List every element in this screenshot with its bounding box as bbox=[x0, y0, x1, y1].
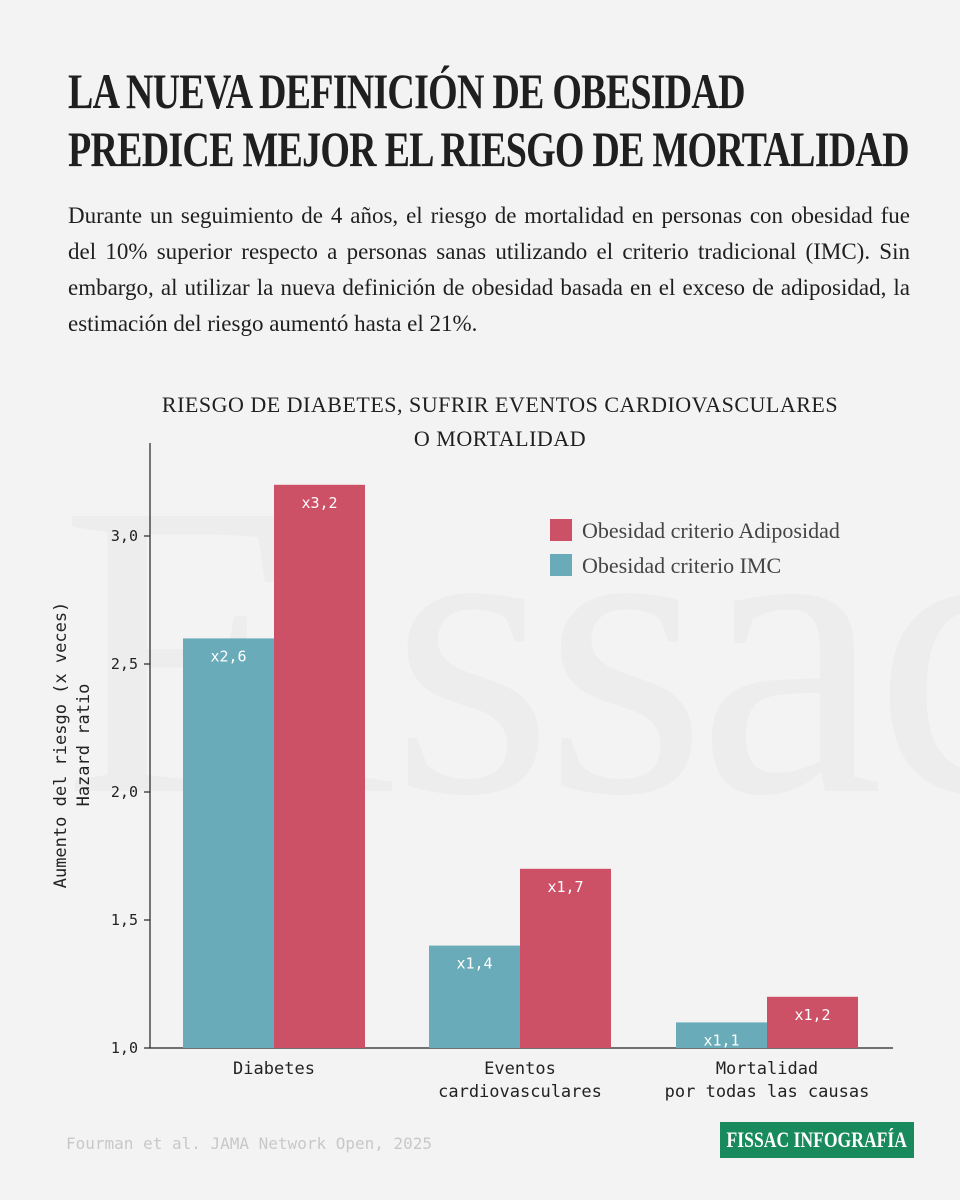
bar-data-label: x3,2 bbox=[301, 494, 337, 512]
bar-imc bbox=[429, 945, 520, 1048]
chart-title-line-2: O MORTALIDAD bbox=[413, 426, 587, 451]
lede-paragraph: Durante un seguimiento de 4 años, el rie… bbox=[68, 203, 910, 336]
legend-swatch bbox=[550, 519, 572, 541]
bar-data-label: x1,7 bbox=[547, 878, 583, 896]
y-axis-label-line: Aumento del riesgo (x veces) bbox=[51, 602, 71, 889]
brand-badge: FISSAC INFOGRAFÍA bbox=[720, 1122, 914, 1158]
y-tick-label: 2,5 bbox=[111, 655, 138, 673]
bar-data-label: x1,1 bbox=[703, 1031, 739, 1049]
bar-adiposidad bbox=[767, 996, 858, 1048]
bar-adiposidad bbox=[520, 868, 611, 1048]
source-note: Fourman et al. JAMA Network Open, 2025 bbox=[66, 1134, 433, 1153]
bar-data-label: x2,6 bbox=[210, 647, 246, 665]
y-axis-label-line: Hazard ratio bbox=[74, 684, 94, 807]
legend-label: Obesidad criterio IMC bbox=[582, 553, 781, 578]
legend-swatch bbox=[550, 554, 572, 576]
bar-imc bbox=[183, 638, 274, 1048]
bar-imc bbox=[676, 1022, 767, 1048]
x-tick-label: Eventos bbox=[484, 1059, 556, 1079]
brand-text: FISSAC INFOGRAFÍA bbox=[726, 1127, 908, 1152]
chart-title: RIESGO DE DIABETES, SUFRIR EVENTOS CARDI… bbox=[100, 388, 900, 456]
y-tick-label: 1,0 bbox=[111, 1039, 138, 1057]
x-tick-label: Mortalidad bbox=[716, 1059, 818, 1079]
bar-data-label: x1,4 bbox=[456, 955, 492, 973]
chart-title-line-1: RIESGO DE DIABETES, SUFRIR EVENTOS CARDI… bbox=[161, 392, 839, 417]
legend-label: Obesidad criterio Adiposidad bbox=[582, 518, 840, 543]
bar-adiposidad bbox=[274, 484, 365, 1048]
y-tick-label: 1,5 bbox=[111, 911, 138, 929]
x-tick-label: cardiovasculares bbox=[438, 1082, 602, 1102]
y-tick-label: 3,0 bbox=[111, 527, 138, 545]
page-title-line-1: LA NUEVA DEFINICIÓN DE OBESIDAD bbox=[68, 63, 746, 119]
x-tick-label: por todas las causas bbox=[665, 1082, 870, 1102]
bar-data-label: x1,2 bbox=[794, 1006, 830, 1024]
y-tick-label: 2,0 bbox=[111, 783, 138, 801]
x-tick-label: Diabetes bbox=[233, 1059, 315, 1079]
